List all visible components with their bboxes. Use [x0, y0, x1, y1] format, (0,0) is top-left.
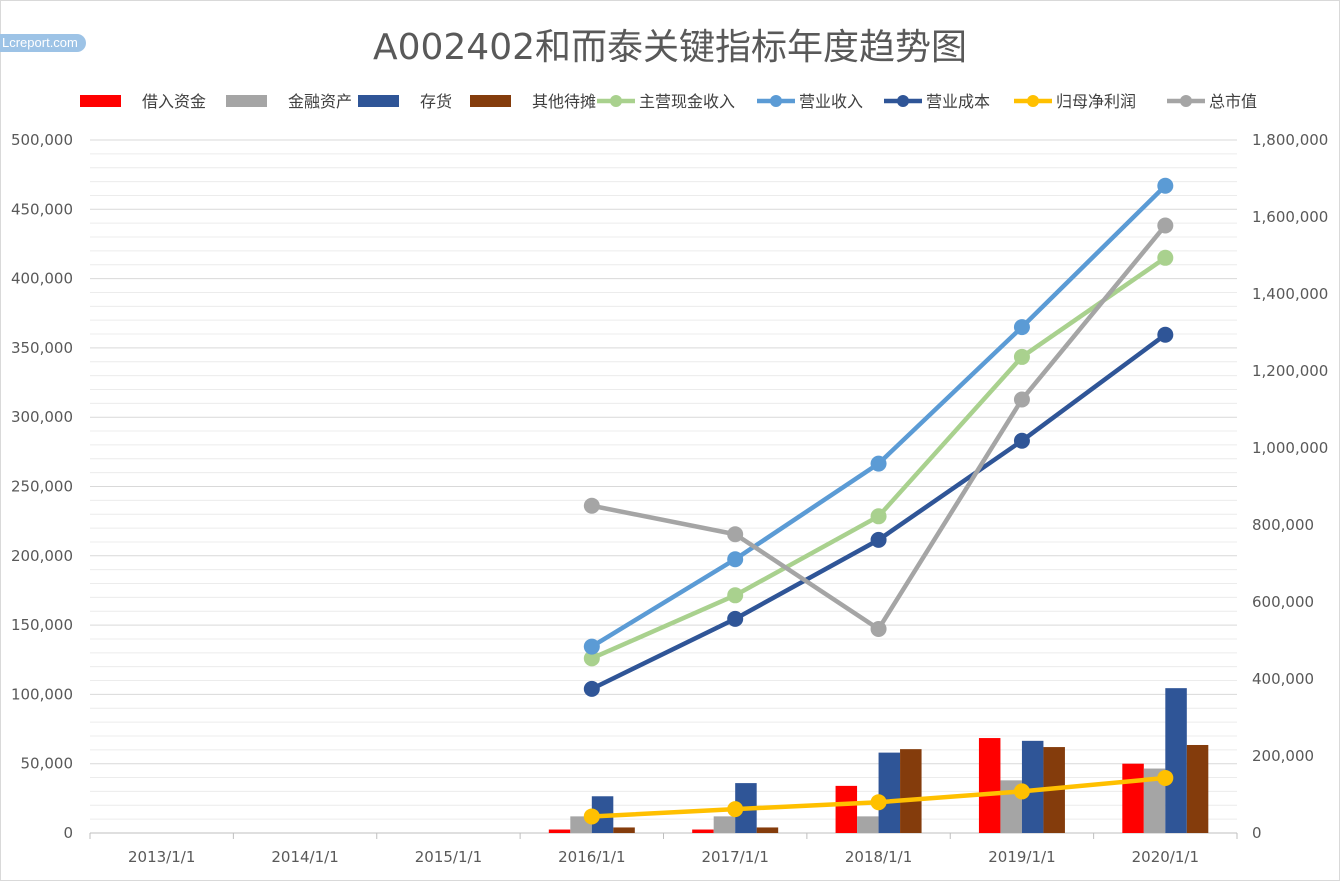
- line-point-1-0: [583, 638, 600, 655]
- bar-0-5: [835, 785, 858, 833]
- y-left-tick-label: 250,000: [11, 478, 73, 496]
- line-point-0-4: [1157, 249, 1174, 266]
- legend-label-7: 归母净利润: [1056, 92, 1136, 111]
- legend-swatch-3: [470, 95, 511, 107]
- legend-swatch-2: [358, 95, 399, 107]
- bar-3-3: [613, 827, 635, 833]
- y-right-tick-label: 800,000: [1252, 516, 1314, 534]
- legend-label-5: 营业收入: [799, 92, 863, 111]
- line-point-4-4: [1157, 217, 1174, 234]
- line-point-2-0: [583, 680, 600, 697]
- line-point-0-2: [870, 508, 887, 525]
- line-point-3-4: [1157, 769, 1174, 786]
- y-right-tick-label: 600,000: [1252, 593, 1314, 611]
- line-point-1-2: [870, 455, 887, 472]
- line-point-1-1: [727, 551, 744, 568]
- bar-2-6: [1021, 740, 1044, 833]
- y-left-tick-label: 0: [63, 824, 73, 842]
- line-point-4-3: [1013, 391, 1030, 408]
- x-tick-label: 2017/1/1: [702, 848, 769, 866]
- y-right-tick-label: 200,000: [1252, 747, 1314, 765]
- legend-label-6: 营业成本: [926, 92, 990, 111]
- line-point-3-3: [1013, 783, 1030, 800]
- y-left-tick-label: 300,000: [11, 408, 73, 426]
- line-point-4-0: [583, 497, 600, 514]
- legend-label-0: 借入资金: [142, 92, 206, 111]
- legend-marker-5: [770, 95, 782, 107]
- bar-1-4: [713, 816, 736, 833]
- line-point-4-1: [727, 526, 744, 543]
- y-right-tick-label: 1,400,000: [1252, 285, 1328, 303]
- x-tick-label: 2014/1/1: [271, 848, 338, 866]
- y-right-tick-label: 0: [1252, 824, 1262, 842]
- bar-1-5: [857, 816, 879, 833]
- y-left-tick-label: 350,000: [11, 339, 73, 357]
- y-right-tick-label: 1,800,000: [1252, 131, 1328, 149]
- line-point-4-2: [870, 620, 887, 637]
- legend-marker-4: [610, 95, 622, 107]
- line-point-3-0: [583, 808, 600, 825]
- legend-label-8: 总市值: [1209, 92, 1257, 111]
- chart-title: A002402和而泰关键指标年度趋势图: [372, 27, 968, 68]
- line-point-0-3: [1013, 348, 1030, 365]
- x-tick-label: 2019/1/1: [988, 848, 1055, 866]
- y-right-tick-label: 400,000: [1252, 670, 1314, 688]
- y-left-tick-label: 400,000: [11, 270, 73, 288]
- bar-2-7: [1165, 688, 1187, 833]
- line-point-1-4: [1157, 177, 1174, 194]
- bar-3-4: [756, 827, 779, 833]
- legend-label-1: 金融资产: [288, 92, 352, 111]
- legend-marker-7: [1027, 95, 1039, 107]
- x-tick-label: 2015/1/1: [415, 848, 482, 866]
- x-tick-label: 2020/1/1: [1132, 848, 1199, 866]
- x-tick-label: 2016/1/1: [558, 848, 625, 866]
- legend-label-2: 存货: [420, 92, 452, 111]
- bar-1-7: [1143, 768, 1166, 833]
- watermark: Lcreport.com: [0, 34, 86, 52]
- y-left-tick-label: 450,000: [11, 200, 73, 218]
- line-point-2-3: [1013, 432, 1030, 449]
- legend-label-4: 主营现金收入: [639, 92, 735, 111]
- line-point-2-4: [1157, 326, 1174, 343]
- legend-label-3: 其他待摊: [532, 92, 596, 111]
- line-point-2-2: [870, 531, 887, 548]
- y-right-tick-label: 1,200,000: [1252, 362, 1328, 380]
- line-point-0-1: [727, 587, 744, 604]
- y-right-tick-label: 1,000,000: [1252, 439, 1328, 457]
- line-series-1: [590, 184, 1167, 649]
- bar-0-6: [978, 738, 1001, 833]
- bar-0-4: [692, 829, 714, 833]
- y-left-tick-label: 100,000: [11, 685, 73, 703]
- bar-2-5: [878, 752, 901, 833]
- y-left-tick-label: 50,000: [21, 755, 74, 773]
- y-left-tick-label: 500,000: [11, 131, 73, 149]
- y-left-tick-label: 200,000: [11, 547, 73, 565]
- x-tick-label: 2013/1/1: [128, 848, 195, 866]
- line-point-1-3: [1013, 319, 1030, 336]
- y-right-tick-label: 1,600,000: [1252, 208, 1328, 226]
- line-point-0-0: [583, 650, 600, 667]
- line-point-2-1: [727, 610, 744, 627]
- legend-swatch-1: [226, 95, 267, 107]
- legend-swatch-0: [80, 95, 121, 107]
- legend-marker-6: [897, 95, 909, 107]
- x-tick-label: 2018/1/1: [845, 848, 912, 866]
- bar-0-7: [1122, 763, 1144, 833]
- line-point-3-2: [870, 794, 887, 811]
- legend-marker-8: [1180, 95, 1192, 107]
- bar-3-7: [1186, 744, 1209, 833]
- line-point-3-1: [727, 801, 744, 818]
- bar-0-3: [548, 829, 571, 833]
- y-left-tick-label: 150,000: [11, 616, 73, 634]
- line-series-4: [591, 224, 1168, 632]
- bar-3-5: [900, 749, 922, 833]
